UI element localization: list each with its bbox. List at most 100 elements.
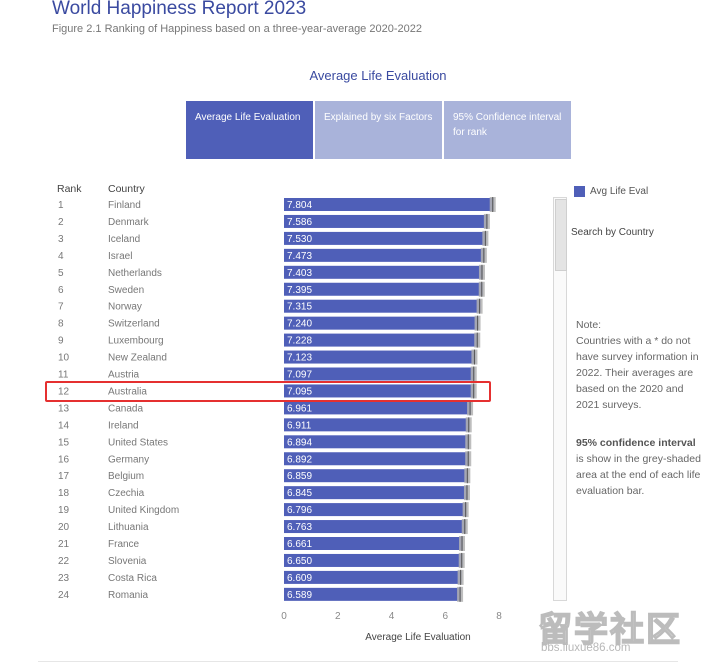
bar-costa-rica <box>284 570 462 584</box>
scrollbar-thumb[interactable] <box>555 199 567 271</box>
value-label: 6.650 <box>287 556 312 567</box>
value-label: 6.589 <box>287 590 312 601</box>
bar-denmark <box>284 214 488 228</box>
rank-label: 3 <box>58 234 64 245</box>
country-label: Slovenia <box>108 556 147 567</box>
bar-new-zealand <box>284 350 476 364</box>
country-label: Netherlands <box>108 268 162 279</box>
value-label: 7.530 <box>287 234 312 245</box>
bar-switzerland <box>284 316 479 330</box>
country-label: Luxembourg <box>108 336 164 347</box>
rank-label: 13 <box>58 403 70 414</box>
bar-germany <box>284 452 470 466</box>
bar-lithuania <box>284 520 466 534</box>
rank-label: 10 <box>58 353 70 364</box>
country-label: Costa Rica <box>108 573 157 584</box>
rank-label: 19 <box>58 505 70 516</box>
country-column-header: Country <box>108 183 145 195</box>
rank-label: 12 <box>58 386 70 397</box>
rank-label: 23 <box>58 573 70 584</box>
view-tabs: Average Life Evaluation Explained by six… <box>186 101 571 159</box>
rank-label: 9 <box>58 336 64 347</box>
rank-label: 16 <box>58 454 70 465</box>
rank-label: 15 <box>58 437 70 448</box>
value-label: 7.095 <box>287 386 312 397</box>
value-label: 6.892 <box>287 454 312 465</box>
value-label: 6.763 <box>287 522 312 533</box>
value-label: 6.961 <box>287 403 312 414</box>
rank-label: 6 <box>58 285 64 296</box>
bar-finland <box>284 198 494 211</box>
value-label: 6.609 <box>287 573 312 584</box>
highlight-box-australia <box>45 381 491 402</box>
bar-israel <box>284 248 485 262</box>
bottom-divider <box>38 661 678 662</box>
value-label: 6.894 <box>287 437 312 448</box>
country-label: Austria <box>108 370 140 381</box>
country-label: Lithuania <box>108 522 149 533</box>
rank-label: 14 <box>58 420 70 431</box>
rank-label: 1 <box>58 200 64 211</box>
value-label: 7.804 <box>287 200 312 211</box>
tab-explained-by-six-factors[interactable]: Explained by six Factors <box>315 101 442 159</box>
bar-czechia <box>284 486 468 500</box>
chart-section-title: Average Life Evaluation <box>309 68 447 83</box>
country-label: Iceland <box>108 234 140 245</box>
country-label: Finland <box>108 200 141 211</box>
bar-united-kingdom <box>284 503 467 517</box>
bar-canada <box>284 401 472 415</box>
legend: Avg Life Eval <box>574 186 648 197</box>
x-axis-title: Average Life Evaluation <box>365 632 470 643</box>
rank-label: 17 <box>58 471 70 482</box>
x-tick-label: 2 <box>335 611 341 622</box>
bar-australia <box>284 384 475 398</box>
value-label: 6.661 <box>287 539 312 550</box>
legend-label: Avg Life Eval <box>590 186 649 197</box>
country-label: Ireland <box>108 420 139 431</box>
figure-subtitle: Figure 2.1 Ranking of Happiness based on… <box>52 23 422 35</box>
value-label: 6.796 <box>287 505 312 516</box>
ci-heading: 95% confidence interval <box>576 437 696 449</box>
list-scrollbar[interactable] <box>553 197 567 601</box>
survey-note: Note: Countries with a * do not have sur… <box>576 317 706 413</box>
value-label: 7.473 <box>287 251 312 262</box>
note-text: Countries with a * do not have survey in… <box>576 335 699 411</box>
report-title: World Happiness Report 2023 <box>52 0 307 19</box>
country-label: New Zealand <box>108 353 167 364</box>
rank-label: 7 <box>58 302 64 313</box>
value-label: 6.911 <box>287 420 312 431</box>
tab-average-life-evaluation[interactable]: Average Life Evaluation <box>186 101 313 159</box>
country-label: Denmark <box>108 217 150 228</box>
bar-austria <box>284 367 475 381</box>
country-label: Sweden <box>108 285 144 296</box>
value-label: 7.586 <box>287 217 312 228</box>
rank-label: 4 <box>58 251 64 262</box>
bar-slovenia <box>284 553 463 567</box>
country-label: Germany <box>108 454 149 465</box>
search-by-country-label[interactable]: Search by Country <box>571 227 654 238</box>
confidence-interval-note: 95% confidence interval is show in the g… <box>576 435 706 499</box>
x-tick-label: 8 <box>496 611 502 622</box>
watermark-url: bbs.liuxue86.com <box>541 642 631 654</box>
bar-norway <box>284 299 481 313</box>
rank-label: 8 <box>58 319 64 330</box>
x-tick-label: 0 <box>281 611 287 622</box>
country-label: Belgium <box>108 471 144 482</box>
legend-swatch <box>574 186 585 197</box>
x-tick-label: 6 <box>442 611 448 622</box>
bar-united-states <box>284 435 470 449</box>
bar-netherlands <box>284 265 483 279</box>
country-label: Canada <box>108 403 143 414</box>
rank-label: 5 <box>58 268 64 279</box>
value-label: 7.228 <box>287 336 312 347</box>
tab-confidence-interval-for-rank[interactable]: 95% Confidence interval for rank <box>444 101 571 159</box>
value-label: 6.859 <box>287 471 312 482</box>
rank-label: 22 <box>58 556 70 567</box>
value-label: 6.845 <box>287 488 312 499</box>
bar-belgium <box>284 469 469 483</box>
x-tick-label: 4 <box>389 611 395 622</box>
value-label: 7.403 <box>287 268 312 279</box>
bar-iceland <box>284 231 487 245</box>
note-heading: Note: <box>576 319 602 331</box>
